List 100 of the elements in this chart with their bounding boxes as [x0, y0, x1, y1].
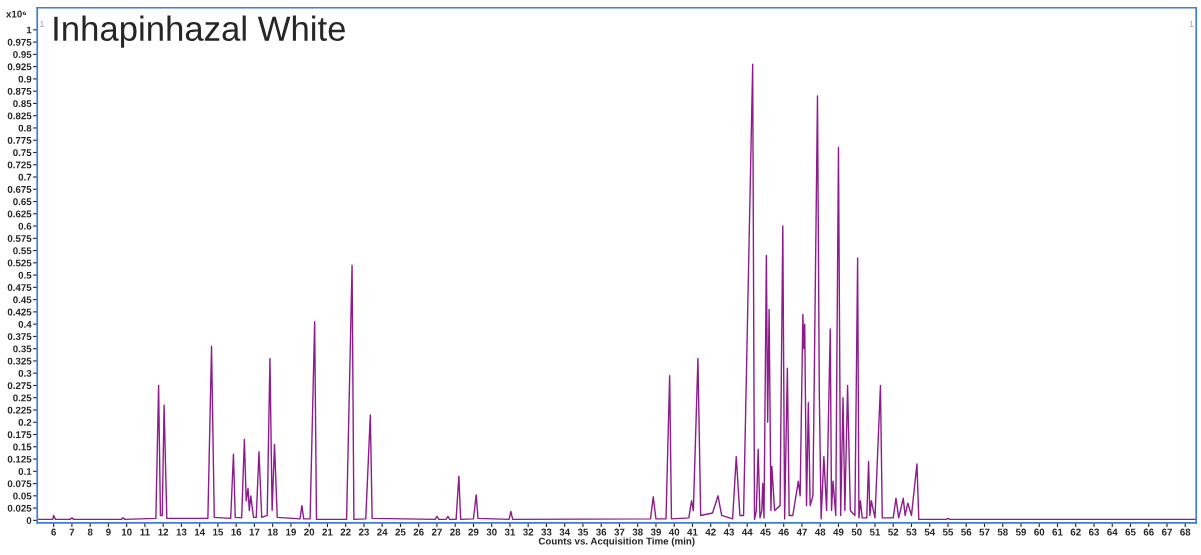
x-tick-label: 62	[1070, 528, 1081, 536]
y-tick-label: 0.225	[7, 406, 32, 414]
y-tick-label: 0.95	[13, 51, 32, 58]
x-tick-label: 19	[286, 528, 296, 536]
x-tick-label: 21	[322, 528, 333, 536]
y-tick-label: 0.2	[18, 418, 32, 426]
x-tick-label: 10	[121, 528, 132, 536]
x-tick-label: 61	[1052, 528, 1063, 536]
y-tick-label: 0.875	[7, 87, 32, 95]
x-tick-label: 38	[632, 528, 643, 536]
y-tick-label: 0.825	[7, 112, 32, 120]
x-tick-label: 60	[1034, 528, 1045, 536]
y-tick-label: 0.625	[7, 210, 32, 218]
x-tick-label: 12	[158, 528, 169, 536]
y-tick-label: 0.85	[13, 100, 32, 108]
x-tick-label: 63	[1088, 528, 1100, 536]
y-tick-label: 0.975	[7, 38, 32, 46]
y-tick-label: 0.925	[7, 63, 32, 71]
x-tick-label: 32	[523, 528, 534, 536]
x-tick-label: 51	[869, 528, 881, 536]
x-tick-label: 64	[1107, 528, 1118, 536]
y-tick-label: 0.15	[13, 443, 32, 451]
x-tick-label: 47	[796, 528, 807, 536]
x-tick-label: 50	[851, 528, 862, 536]
x-tick-label: 23	[358, 528, 369, 536]
y-tick-label: 0.8	[18, 124, 32, 132]
x-tick-label: 48	[814, 528, 826, 536]
x-tick-label: 55	[942, 528, 954, 536]
x-tick-label: 65	[1125, 528, 1136, 536]
x-tick-label: 29	[468, 528, 479, 536]
y-tick-label: 0.025	[7, 504, 32, 512]
chart-title: Inhapinhazal White	[54, 15, 345, 48]
x-tick-label: 39	[650, 528, 661, 536]
y-tick-label: 0.9	[18, 75, 32, 83]
x-tick-label: 31	[504, 528, 516, 536]
y-tick-label: 0.275	[7, 382, 32, 390]
y-tick-label: 0.475	[7, 284, 32, 291]
x-tick-label: 16	[231, 528, 242, 536]
x-tick-label: 8	[87, 528, 93, 536]
x-tick-label: 34	[559, 528, 571, 536]
x-tick-label: 56	[961, 528, 972, 536]
y-tick-label: 0.525	[7, 259, 32, 267]
x-tick-label: 66	[1143, 528, 1154, 536]
x-tick-label: 49	[833, 528, 844, 536]
x-tick-label: 59	[1015, 528, 1027, 536]
x-tick-label: 36	[596, 528, 607, 536]
x-tick-label: 6	[51, 528, 57, 536]
x-tick-label: 20	[304, 528, 315, 536]
x-tick-label: 22	[340, 528, 351, 536]
x-tick-label: 67	[1161, 528, 1172, 536]
y-tick-label: 0.25	[13, 394, 32, 402]
y-tick-label: 0.325	[7, 357, 32, 365]
y-tick-label: 0.175	[7, 431, 32, 439]
x-tick-label: 68	[1180, 528, 1191, 536]
y-tick-label: 0.65	[13, 198, 32, 206]
y-tick-label: 0.125	[7, 455, 32, 463]
x-tick-label: 9	[106, 528, 111, 536]
y-tick-label: 0.3	[18, 369, 32, 377]
x-tick-label: 53	[906, 528, 917, 536]
x-tick-label: 43	[723, 528, 735, 536]
x-tick-label: 44	[741, 528, 753, 536]
y-tick-label: 0.45	[13, 296, 32, 304]
x-tick-label: 24	[377, 528, 388, 536]
y-tick-label: 0.05	[13, 492, 32, 500]
y-tick-label: 0.1	[18, 468, 32, 475]
x-tick-label: 26	[413, 528, 424, 536]
y-tick-label: 0.4	[18, 320, 32, 328]
y-tick-label: 1	[26, 26, 32, 34]
x-tick-label: 57	[979, 528, 990, 536]
x-tick-label: 42	[705, 528, 716, 536]
y-tick-label: 0.55	[13, 247, 32, 255]
x-tick-label: 46	[778, 528, 789, 536]
x-tick-label: 17	[249, 528, 260, 536]
y-axis-title: x10⁶	[6, 10, 27, 18]
x-tick-label: 37	[614, 528, 625, 536]
x-tick-label: 28	[450, 528, 461, 536]
y-tick-label: 0.75	[13, 149, 32, 157]
x-tick-label: 45	[760, 528, 771, 536]
y-tick-label: 0.075	[7, 480, 32, 488]
x-tick-label: 35	[577, 528, 589, 536]
x-tick-label: 30	[486, 528, 497, 536]
y-tick-label: 0.675	[7, 185, 32, 193]
y-tick-label: 0	[26, 517, 32, 524]
annotation: 1	[1189, 20, 1194, 27]
x-tick-label: 18	[267, 528, 278, 536]
x-tick-label: 7	[69, 528, 75, 536]
y-tick-label: 0.775	[7, 136, 32, 144]
x-tick-label: 14	[194, 528, 206, 536]
y-tick-label: 0.425	[7, 308, 32, 316]
y-tick-label: 0.6	[18, 222, 32, 230]
x-tick-label: 25	[395, 528, 406, 536]
y-tick-label: 0.7	[18, 173, 32, 181]
x-tick-label: 13	[176, 528, 187, 536]
x-tick-label: 33	[541, 528, 552, 536]
x-tick-label: 54	[924, 528, 936, 536]
x-tick-label: 52	[888, 528, 899, 536]
x-tick-label: 27	[431, 528, 442, 536]
annotation: 1	[40, 20, 44, 27]
x-tick-label: 41	[687, 528, 698, 536]
y-tick-label: 0.725	[7, 161, 32, 169]
